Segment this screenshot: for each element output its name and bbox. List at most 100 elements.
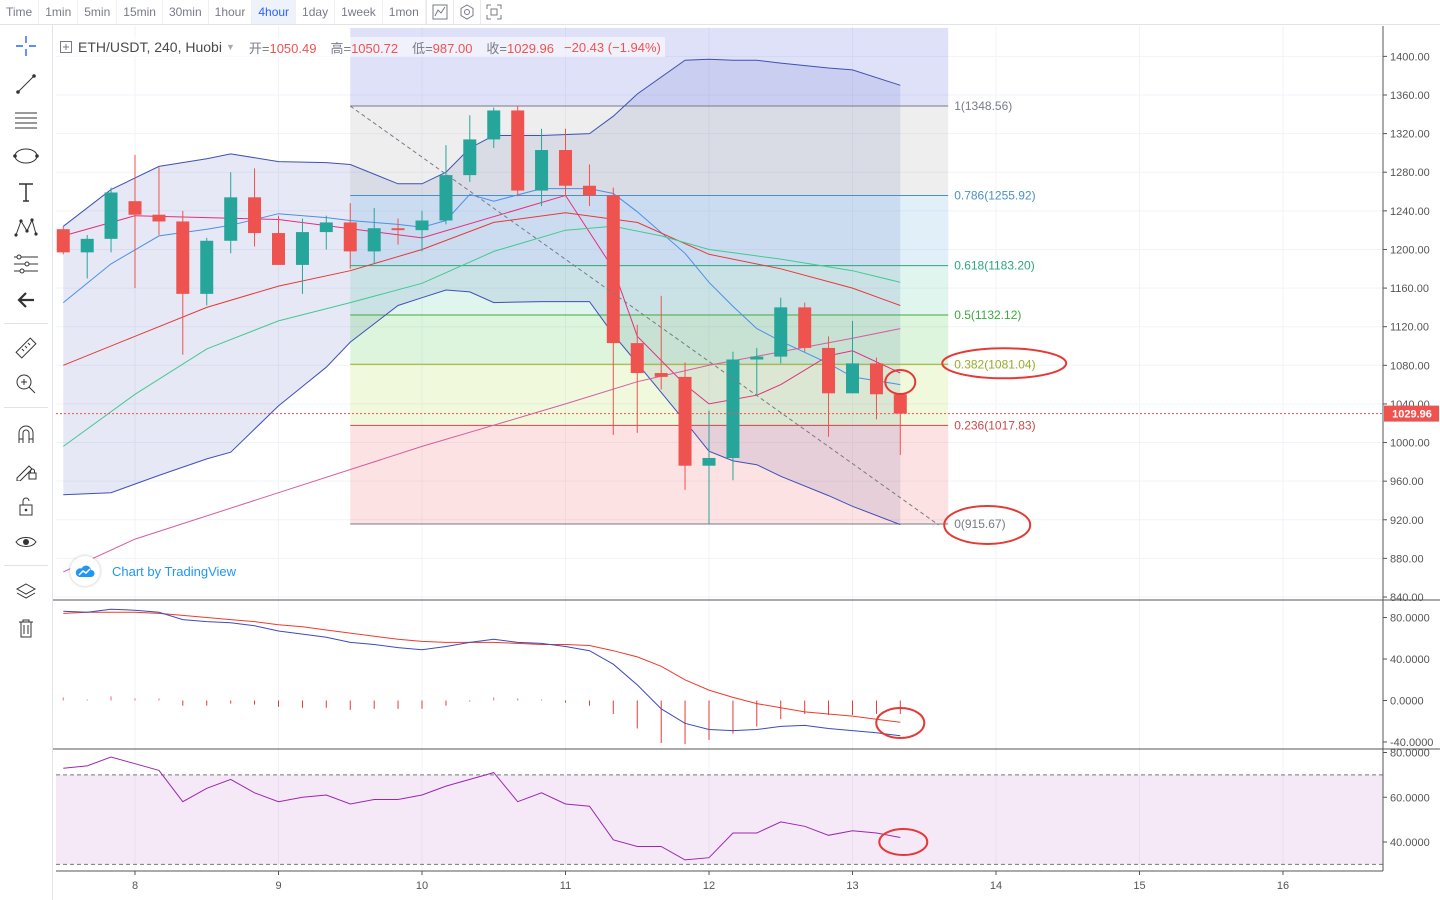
low-label: 低= [412,40,433,56]
candle-body [750,356,764,360]
price-tick-label: 1200.00 [1390,244,1430,256]
candle [678,362,692,490]
moving-average-line [63,225,901,447]
unlock-icon[interactable] [13,493,39,519]
layers-icon[interactable] [13,579,39,605]
timeframe-1day[interactable]: 1day [296,0,336,24]
candle-body [893,394,907,414]
time-tick-label: 8 [132,880,138,892]
screenshot-icon[interactable] [479,0,507,24]
symbol-name[interactable]: ETH/USDT, 240, Huobi [78,39,222,55]
tradingview-watermark[interactable]: Chart by TradingView [70,556,236,586]
ruler-icon[interactable] [13,335,39,361]
fib-tools-icon[interactable] [13,251,39,277]
low-value: 987.00 [432,40,473,56]
candle-body [439,175,453,221]
pattern-icon[interactable] [13,215,39,241]
timeframe-5min[interactable]: 5min [78,0,118,24]
axes: 840.00880.00920.00960.001000.001040.0010… [56,26,1439,892]
candle [415,210,429,252]
price-tick-label: 840.00 [1390,592,1424,604]
change-value: −20.43 (−1.94%) [564,39,661,55]
candle [439,145,453,225]
rsi-pane[interactable]: ‹ [0,748,1440,865]
candle-body [367,228,381,252]
price-tick-label: 960.00 [1390,476,1424,488]
magnet-icon[interactable] [13,421,39,447]
timeframe-1week[interactable]: 1week [335,0,383,24]
crosshair-icon[interactable] [13,33,39,59]
candle [463,115,477,182]
price-tick-label: 1000.00 [1390,438,1430,450]
candle-body [487,110,501,140]
candle-body [80,238,94,253]
trash-icon[interactable] [13,615,39,641]
timeframe-1min[interactable]: 1min [39,0,79,24]
rsi-band-fill [56,774,1383,865]
fibonacci-retracement[interactable] [350,28,949,525]
time-tick-label: 14 [990,880,1002,892]
zoom-in-icon[interactable] [13,371,39,397]
annotation-ellipse [941,347,1068,380]
candle-body [200,240,214,294]
last-price-tag [1384,405,1439,422]
candle [822,336,836,437]
indicator-icon[interactable] [425,0,453,24]
candle-body [846,363,859,394]
time-tick-label: 11 [560,880,571,892]
timeframe-4hour[interactable]: 4hour [252,0,297,24]
timeframe-time[interactable]: Time [0,0,40,24]
expand-icon[interactable] [60,41,72,53]
candle [319,215,333,250]
fib-label: 0.5(1132.12) [954,308,1021,322]
candle-body [654,373,668,377]
fib-label: 1(1348.56) [954,99,1012,113]
fib-trend-line[interactable] [349,105,939,526]
candle [152,167,166,235]
candle [535,128,549,207]
rsi-line [63,756,901,861]
candle [869,357,883,420]
candle [846,320,859,394]
candle-body [343,222,357,252]
candle [511,105,525,197]
candle-body [869,363,883,395]
candle [224,172,238,254]
timeframe-1hour[interactable]: 1hour [209,0,253,24]
horizontal-lines-icon[interactable] [13,107,39,133]
settings-icon[interactable] [452,0,480,24]
fib-label: 0.382(1081.04) [954,357,1035,371]
price-tick-label: 1240.00 [1390,206,1430,218]
timeframe-1mon[interactable]: 1mon [383,0,426,24]
candle-body [272,233,285,265]
timeframe-15min[interactable]: 15min [117,0,163,24]
fib-zone [350,425,949,524]
chevron-down-icon[interactable]: ▼ [225,42,235,52]
candle-body [295,232,309,265]
candle-body [559,150,572,186]
drawing-toolbar [0,25,53,900]
price-tick-label: 1120.00 [1390,322,1429,334]
candle-body [176,221,190,294]
text-icon[interactable] [13,179,39,205]
candle-body [678,376,692,466]
candle [104,187,118,253]
back-arrow-icon[interactable] [13,287,39,313]
trend-line-icon[interactable] [13,71,39,97]
candle-body [463,139,477,176]
macd-pane[interactable] [0,599,1440,745]
close-value: 1029.96 [507,40,555,56]
price-tick-label: 920.00 [1390,515,1424,527]
candle [774,297,788,364]
annotation-ellipses[interactable] [875,347,1068,856]
fib-label: 0.618(1183.20) [954,259,1035,273]
ellipse-icon[interactable] [13,143,39,169]
price-tick-label: 1360.00 [1390,90,1430,102]
timeframe-30min[interactable]: 30min [163,0,209,24]
lock-drawing-icon[interactable] [13,457,39,483]
candle [726,351,740,481]
eye-icon[interactable] [13,529,39,555]
candle-body [128,201,142,215]
macd-tick-label: -40.0000 [1390,737,1433,749]
